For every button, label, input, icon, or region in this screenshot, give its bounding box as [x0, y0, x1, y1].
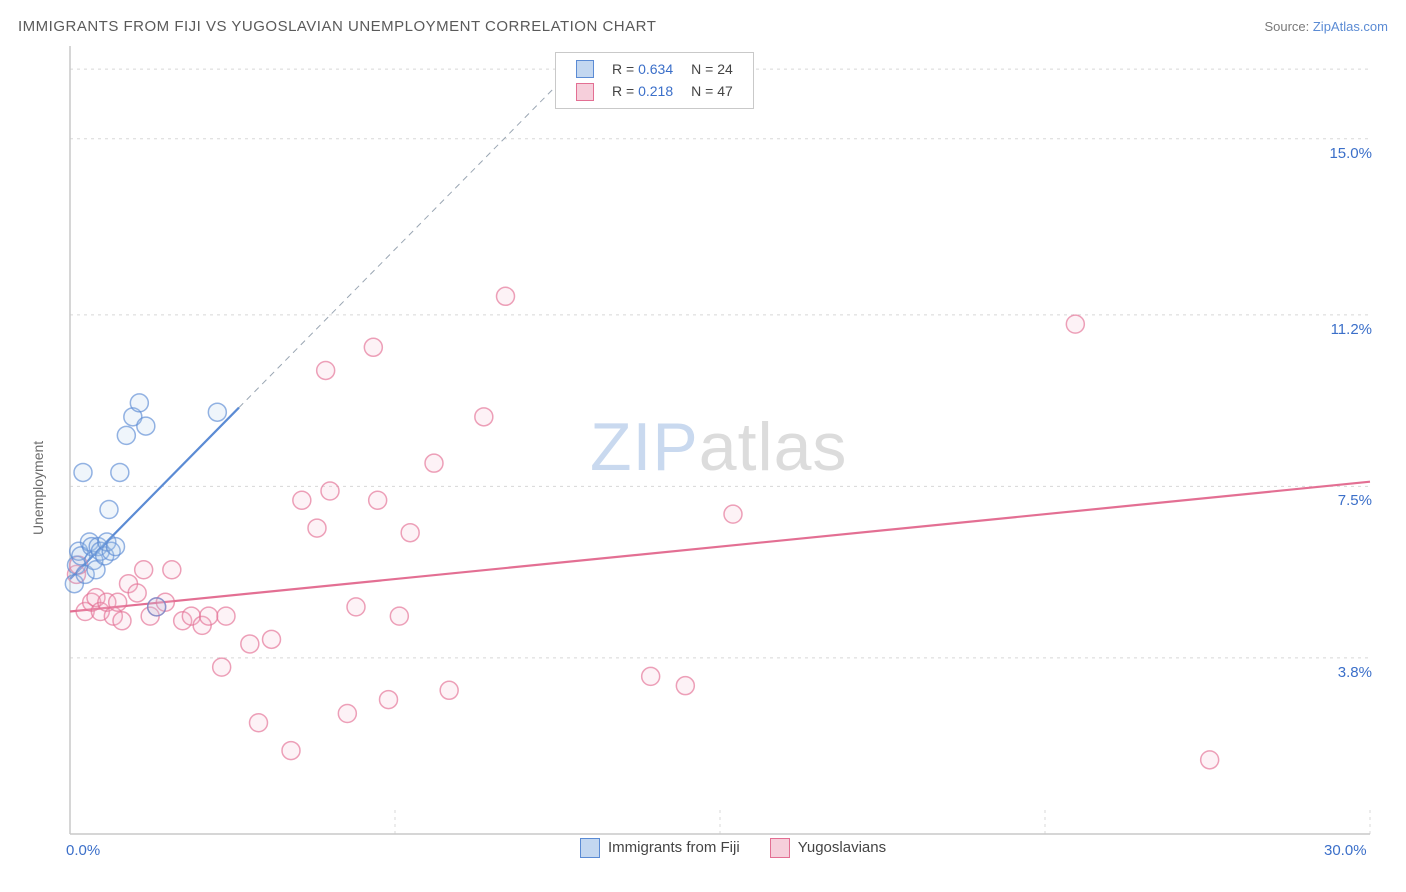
source-attribution: Source: ZipAtlas.com	[1264, 19, 1388, 34]
y-axis-tick-label: 11.2%	[1312, 321, 1372, 338]
series-legend: Immigrants from Fiji Yugoslavians	[580, 838, 886, 858]
y-axis-tick-label: 7.5%	[1312, 492, 1372, 509]
x-axis-tick-label: 0.0%	[66, 842, 100, 859]
correlation-legend: R = 0.634N = 24R = 0.218N = 47	[555, 52, 754, 109]
scatter-plot-svg	[18, 46, 1388, 874]
x-axis-tick-label: 30.0%	[1324, 842, 1367, 859]
legend-item-fiji[interactable]: Immigrants from Fiji	[580, 838, 740, 858]
source-link[interactable]: ZipAtlas.com	[1313, 19, 1388, 34]
y-axis-tick-label: 3.8%	[1312, 664, 1372, 681]
y-axis-label: Unemployment	[30, 440, 46, 534]
y-axis-tick-label: 15.0%	[1312, 145, 1372, 162]
chart-header: IMMIGRANTS FROM FIJI VS YUGOSLAVIAN UNEM…	[18, 18, 1388, 35]
legend-item-yugo[interactable]: Yugoslavians	[770, 838, 886, 858]
source-prefix: Source:	[1264, 19, 1312, 34]
plot-area: ZIPatlas Unemployment R = 0.634N = 24R =…	[18, 46, 1388, 874]
chart-title: IMMIGRANTS FROM FIJI VS YUGOSLAVIAN UNEM…	[18, 18, 656, 35]
